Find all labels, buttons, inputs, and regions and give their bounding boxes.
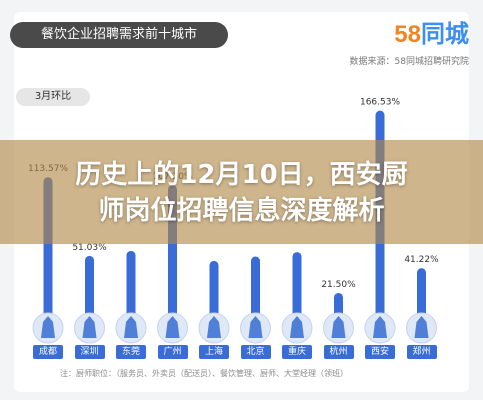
category-label: 东莞 (116, 345, 146, 359)
headline-overlay (0, 140, 483, 244)
landmark-building-icon (207, 316, 221, 338)
brand-logo: 58同城 (394, 14, 469, 49)
landmark-building-icon (248, 316, 263, 338)
category-label: 上海 (199, 345, 229, 359)
value-label: 21.50% (321, 280, 356, 290)
category-label: 深圳 (74, 345, 105, 359)
category-label: 杭州 (323, 345, 354, 359)
value-label: 51.03% (72, 243, 107, 253)
section-label: 3月环比 (16, 88, 90, 106)
value-label: 166.53% (360, 98, 400, 108)
chart-title: 餐饮企业招聘需求前十城市 (10, 22, 228, 48)
footnote: 注：厨师职位：（服务员、外卖员（配送员）、餐饮管理、厨师、大堂经理（领班） (60, 369, 348, 378)
category-label: 重庆 (282, 345, 312, 359)
landmark-building-icon (290, 316, 304, 338)
category-label: 郑州 (406, 345, 437, 359)
bar-重庆 (292, 252, 302, 320)
landmark-building-icon (414, 316, 429, 338)
bar-深圳 (85, 255, 94, 320)
logo-number: 58 (394, 21, 421, 48)
headline-line-1: 历史上的12月10日，西安厨 (75, 160, 408, 190)
category-label: 广州 (157, 345, 188, 359)
landmark-building-icon (82, 316, 97, 338)
bar-东莞 (126, 250, 136, 320)
bar-北京 (251, 256, 260, 320)
category-label: 北京 (240, 345, 271, 359)
value-label: 41.22% (404, 255, 439, 265)
landmark-building-icon (373, 316, 387, 338)
headline-line-2: 师岗位招聘信息深度解析 (98, 196, 385, 226)
landmark-building-icon (331, 316, 346, 338)
category-label: 西安 (365, 345, 395, 359)
landmark-building-icon (165, 316, 180, 338)
bar-郑州 (417, 268, 426, 320)
category-label: 成都 (33, 345, 63, 359)
landmark-building-icon (41, 316, 55, 338)
logo-text: 同城 (421, 21, 469, 48)
bar-上海 (209, 260, 219, 320)
data-source: 数据来源：58同城招聘研究院 (349, 57, 469, 67)
landmark-building-icon (124, 316, 138, 338)
